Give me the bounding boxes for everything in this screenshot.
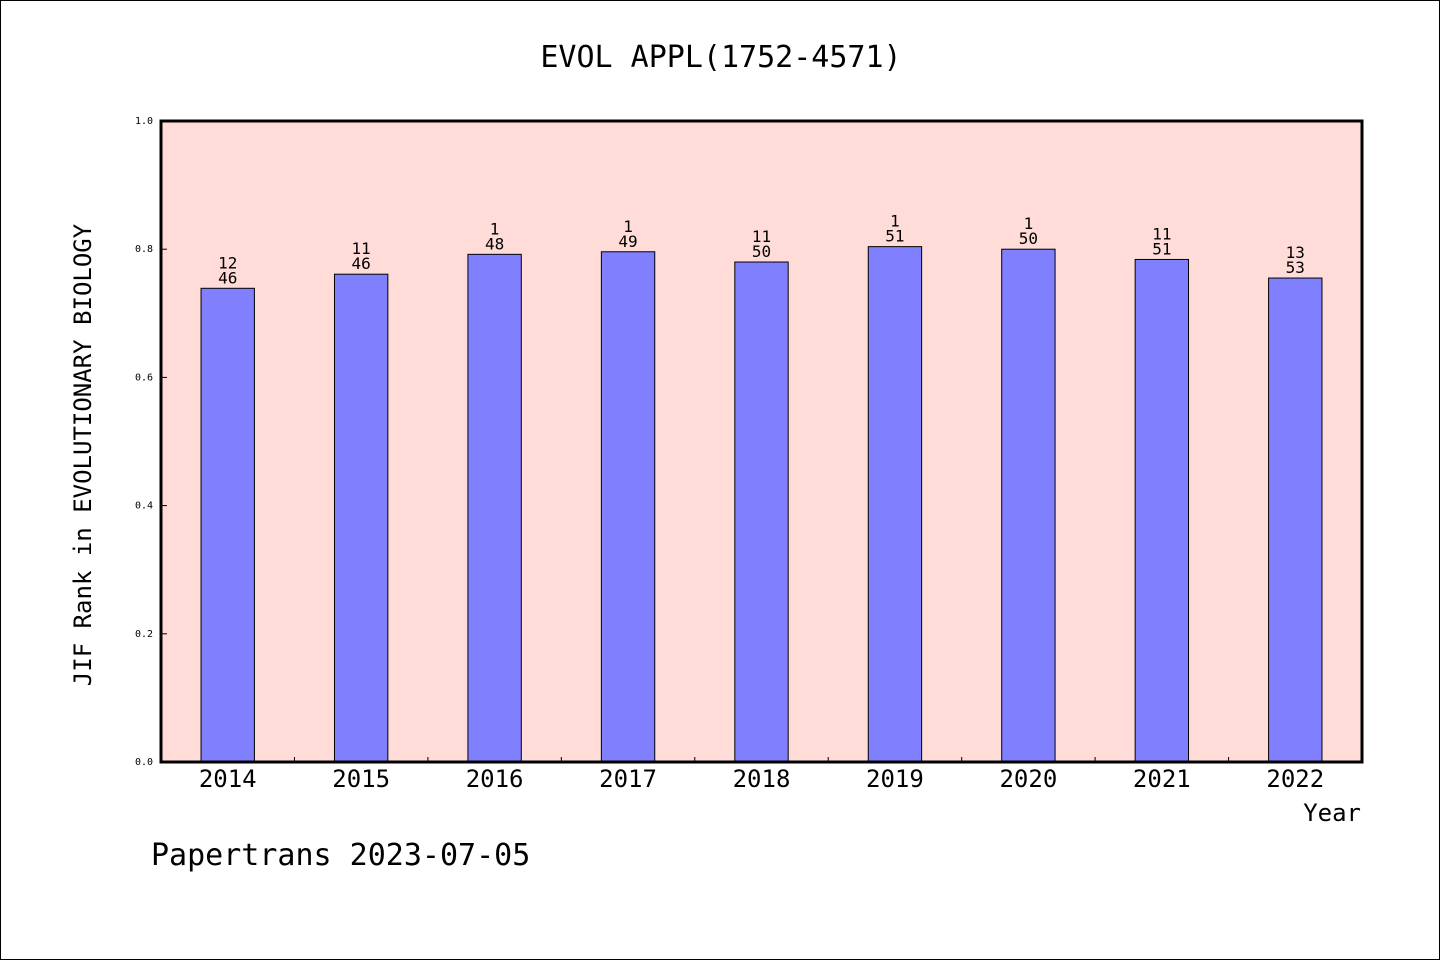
bar-label-total: 51 xyxy=(885,227,904,246)
y-tick-label: 0.8 xyxy=(135,244,153,255)
bar-label-rank: 11 xyxy=(352,239,371,258)
bar-label-total: 46 xyxy=(352,254,371,273)
plot-area: 1246201411462015148201614920171150201815… xyxy=(135,116,1364,793)
bar-label-total: 50 xyxy=(1019,229,1038,248)
x-tick-label: 2020 xyxy=(999,765,1057,793)
bar-label-total: 50 xyxy=(752,242,771,261)
bar-label-rank: 1 xyxy=(623,217,633,236)
bar-label-rank: 12 xyxy=(218,253,237,272)
x-tick-label: 2017 xyxy=(599,765,657,793)
x-tick-label: 2016 xyxy=(466,765,524,793)
x-tick-label: 2015 xyxy=(332,765,390,793)
bar xyxy=(1268,277,1323,763)
bar xyxy=(734,261,789,763)
x-axis-title: Year xyxy=(1303,799,1361,827)
x-tick-label: 2019 xyxy=(866,765,924,793)
bar-label-total: 51 xyxy=(1152,239,1171,258)
bar-label-total: 49 xyxy=(618,232,637,251)
bar-label-rank: 11 xyxy=(752,227,771,246)
bar xyxy=(1001,248,1056,763)
bar xyxy=(1134,258,1190,763)
x-tick-label: 2021 xyxy=(1133,765,1191,793)
bar-label-total: 53 xyxy=(1286,258,1305,277)
x-tick-label: 2018 xyxy=(733,765,791,793)
chart-title: EVOL APPL(1752-4571) xyxy=(540,40,901,75)
y-tick-label: 0.4 xyxy=(135,501,153,512)
x-tick-label: 2014 xyxy=(199,765,257,793)
bar xyxy=(867,246,923,763)
bar-label-total: 46 xyxy=(218,268,237,287)
bar xyxy=(467,253,522,763)
bar xyxy=(333,273,389,763)
y-tick-label: 0.6 xyxy=(135,372,153,383)
x-tick-label: 2022 xyxy=(1266,765,1324,793)
bar-label-rank: 11 xyxy=(1152,224,1171,243)
y-tick-label: 0.0 xyxy=(135,757,153,768)
footer-text: Papertrans 2023-07-05 xyxy=(151,838,530,873)
bar-label-rank: 1 xyxy=(490,219,500,238)
y-tick-label: 0.2 xyxy=(135,629,153,640)
bar xyxy=(200,287,255,763)
bar xyxy=(600,251,656,763)
bar-label-rank: 1 xyxy=(890,212,900,231)
y-axis-title: JIF Rank in EVOLUTIONARY BIOLOGY xyxy=(69,223,97,686)
bar-label-total: 48 xyxy=(485,234,504,253)
bar-label-rank: 1 xyxy=(1024,214,1034,233)
bar-label-rank: 13 xyxy=(1286,243,1305,262)
plot-border xyxy=(159,119,1364,764)
y-tick-label: 1.0 xyxy=(135,116,153,127)
